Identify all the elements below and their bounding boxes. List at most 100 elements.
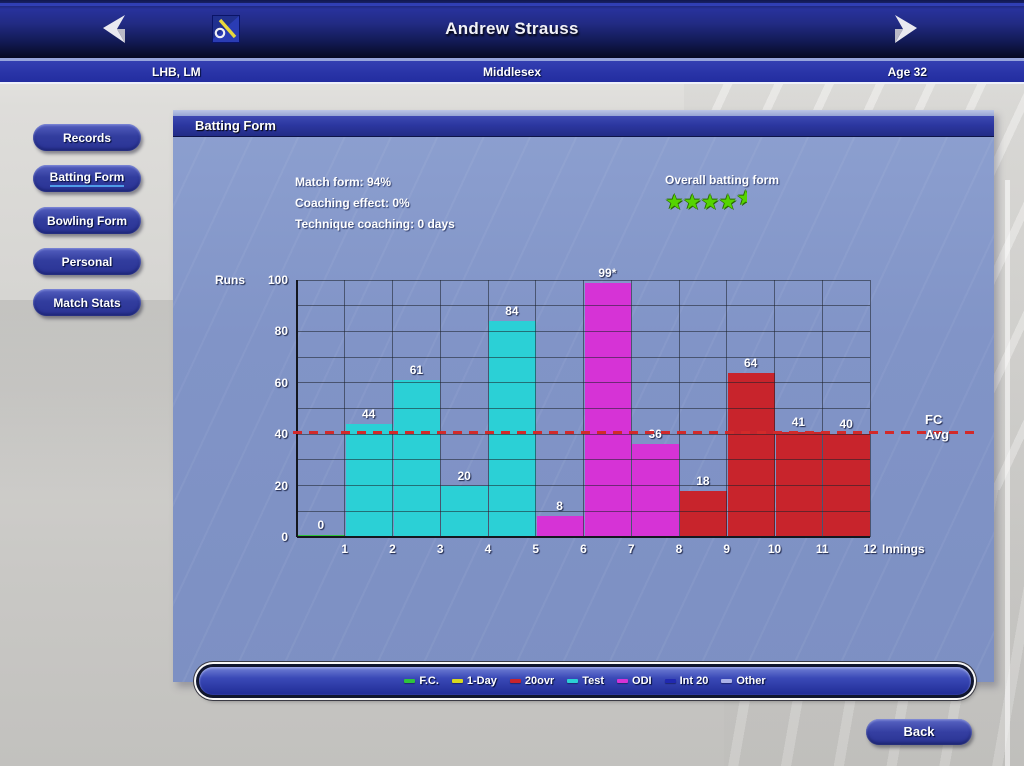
bar-value-label: 64 bbox=[743, 356, 758, 370]
sidebar-item-label: Match Stats bbox=[53, 295, 121, 310]
batting-form-chart: Runs Innings FC Avg 0 44 61 20 84 8 99* 36 18 64 4… bbox=[215, 266, 976, 556]
v-gridline bbox=[439, 280, 441, 537]
v-gridline bbox=[344, 280, 346, 537]
form-stats-block: Match form: 94% Coaching effect: 0% Tech… bbox=[295, 172, 455, 235]
v-gridline bbox=[487, 280, 489, 537]
bar-value-label: 99* bbox=[598, 266, 617, 280]
chart-bar-innings-2 bbox=[345, 424, 393, 537]
y-tick-label: 0 bbox=[281, 530, 288, 544]
bar-value-label: 84 bbox=[505, 304, 519, 318]
technique-coaching-text: Technique coaching: 0 days bbox=[295, 217, 455, 231]
x-axis-label: Innings bbox=[882, 542, 925, 556]
x-tick-label: 11 bbox=[815, 542, 829, 556]
legend-item-other: Other bbox=[721, 675, 766, 687]
sidebar-item-label: Bowling Form bbox=[47, 213, 127, 228]
chart-bar-innings-10 bbox=[727, 373, 775, 537]
legend-item-odi: ODI bbox=[617, 675, 652, 687]
legend-swatch-1day bbox=[451, 679, 463, 683]
x-tick-label: 1 bbox=[341, 542, 349, 556]
x-tick-label: 8 bbox=[675, 542, 683, 556]
bar-value-label: 61 bbox=[409, 363, 424, 377]
v-gridline bbox=[630, 280, 632, 537]
chart-legend: F.C. 1-Day 20ovr Test ODI Int 20 Other bbox=[196, 664, 974, 698]
sidebar-item-label: Personal bbox=[61, 254, 113, 269]
batsman-icon[interactable] bbox=[212, 15, 240, 43]
x-tick-label: 2 bbox=[389, 542, 396, 556]
sidebar-item-records[interactable]: Records bbox=[33, 124, 141, 151]
y-tick-label: 20 bbox=[274, 478, 288, 493]
sidebar-item-label: Records bbox=[62, 130, 112, 145]
legend-item-test: Test bbox=[567, 675, 604, 687]
legend-swatch-other bbox=[721, 679, 733, 683]
legend-swatch-odi bbox=[617, 679, 629, 683]
overall-batting-form-block: Overall batting form ★★★★★ bbox=[665, 173, 779, 213]
v-gridline bbox=[392, 280, 393, 537]
y-tick-label: 80 bbox=[274, 324, 288, 339]
sidebar-item-batting-form[interactable]: Batting Form bbox=[33, 165, 141, 192]
legend-label: Other bbox=[736, 675, 766, 687]
half-star-icon: ★ bbox=[736, 188, 748, 209]
v-gridline bbox=[869, 280, 871, 537]
x-tick-label: 3 bbox=[436, 542, 444, 556]
legend-label: 1-Day bbox=[466, 675, 497, 687]
v-gridline bbox=[821, 280, 823, 537]
player-age: Age 32 bbox=[887, 65, 927, 79]
sidebar-item-bowling-form[interactable]: Bowling Form bbox=[33, 207, 141, 234]
batting-form-panel: Batting Form Match form: 94% Coaching ef… bbox=[173, 110, 994, 682]
chart-bar-innings-7 bbox=[584, 283, 632, 537]
bar-value-label: 36 bbox=[648, 427, 662, 441]
legend-label: ODI bbox=[632, 675, 652, 687]
chart-bar-innings-11 bbox=[775, 432, 823, 537]
player-style: LHB, LM bbox=[152, 65, 201, 79]
match-form-text: Match form: 94% bbox=[295, 175, 392, 189]
floodlight-pole bbox=[1005, 180, 1010, 766]
x-tick-label: 4 bbox=[484, 542, 492, 556]
bar-value-label: 8 bbox=[556, 499, 563, 513]
top-bar-highlight bbox=[0, 3, 1024, 6]
x-tick-label: 12 bbox=[863, 542, 877, 556]
bar-value-label: 20 bbox=[457, 469, 471, 483]
bar-value-label: 40 bbox=[839, 417, 853, 431]
legend-label: 20ovr bbox=[524, 675, 555, 687]
x-tick-label: 9 bbox=[723, 542, 731, 556]
x-tick-label: 6 bbox=[580, 542, 587, 556]
chart-bar-innings-5 bbox=[489, 321, 536, 537]
legend-label: Test bbox=[582, 675, 605, 687]
stadium-stand-shadow bbox=[0, 300, 176, 500]
panel-header: Batting Form bbox=[173, 116, 994, 137]
sidebar-item-match-stats[interactable]: Match Stats bbox=[33, 289, 141, 316]
x-tick-label: 5 bbox=[532, 542, 540, 556]
legend-item-fc: F.C. bbox=[404, 675, 439, 687]
legend-label: F.C. bbox=[419, 675, 439, 687]
v-gridline bbox=[726, 280, 728, 537]
chart-legend-inner: F.C. 1-Day 20ovr Test ODI Int 20 Other bbox=[199, 667, 971, 695]
bar-value-label: 41 bbox=[791, 415, 806, 429]
star-icon: ★ bbox=[700, 191, 720, 214]
player-team: Middlesex bbox=[482, 65, 542, 79]
bar-value-label: 44 bbox=[361, 407, 376, 421]
y-tick-label: 60 bbox=[274, 375, 288, 390]
legend-label: Int 20 bbox=[679, 675, 709, 687]
star-icon: ★ bbox=[682, 191, 702, 214]
x-tick-label: 7 bbox=[627, 542, 635, 556]
v-gridline bbox=[774, 280, 775, 537]
previous-player-arrow-icon[interactable] bbox=[101, 15, 127, 43]
chart-bar-innings-6 bbox=[536, 516, 584, 537]
sidebar-item-personal[interactable]: Personal bbox=[33, 248, 141, 275]
panel-top-strip bbox=[173, 110, 994, 116]
bar-value-label: 18 bbox=[696, 474, 710, 488]
next-player-arrow-icon[interactable] bbox=[893, 15, 919, 43]
bar-separator bbox=[0, 58, 1024, 61]
y-axis-label: Runs bbox=[215, 273, 245, 287]
y-tick-label: 100 bbox=[267, 273, 288, 287]
back-button[interactable]: Back bbox=[866, 719, 972, 745]
top-nav-bar: Andrew Strauss bbox=[0, 0, 1024, 58]
chart-bar-innings-9 bbox=[680, 491, 727, 537]
legend-item-1day: 1-Day bbox=[451, 675, 497, 687]
legend-swatch-int20 bbox=[664, 679, 676, 683]
legend-swatch-test bbox=[567, 679, 579, 683]
player-info-bar: LHB, LM Middlesex Age 32 bbox=[0, 61, 1024, 84]
star-rating: ★★★★★ bbox=[665, 188, 779, 213]
legend-swatch-fc bbox=[404, 679, 416, 683]
